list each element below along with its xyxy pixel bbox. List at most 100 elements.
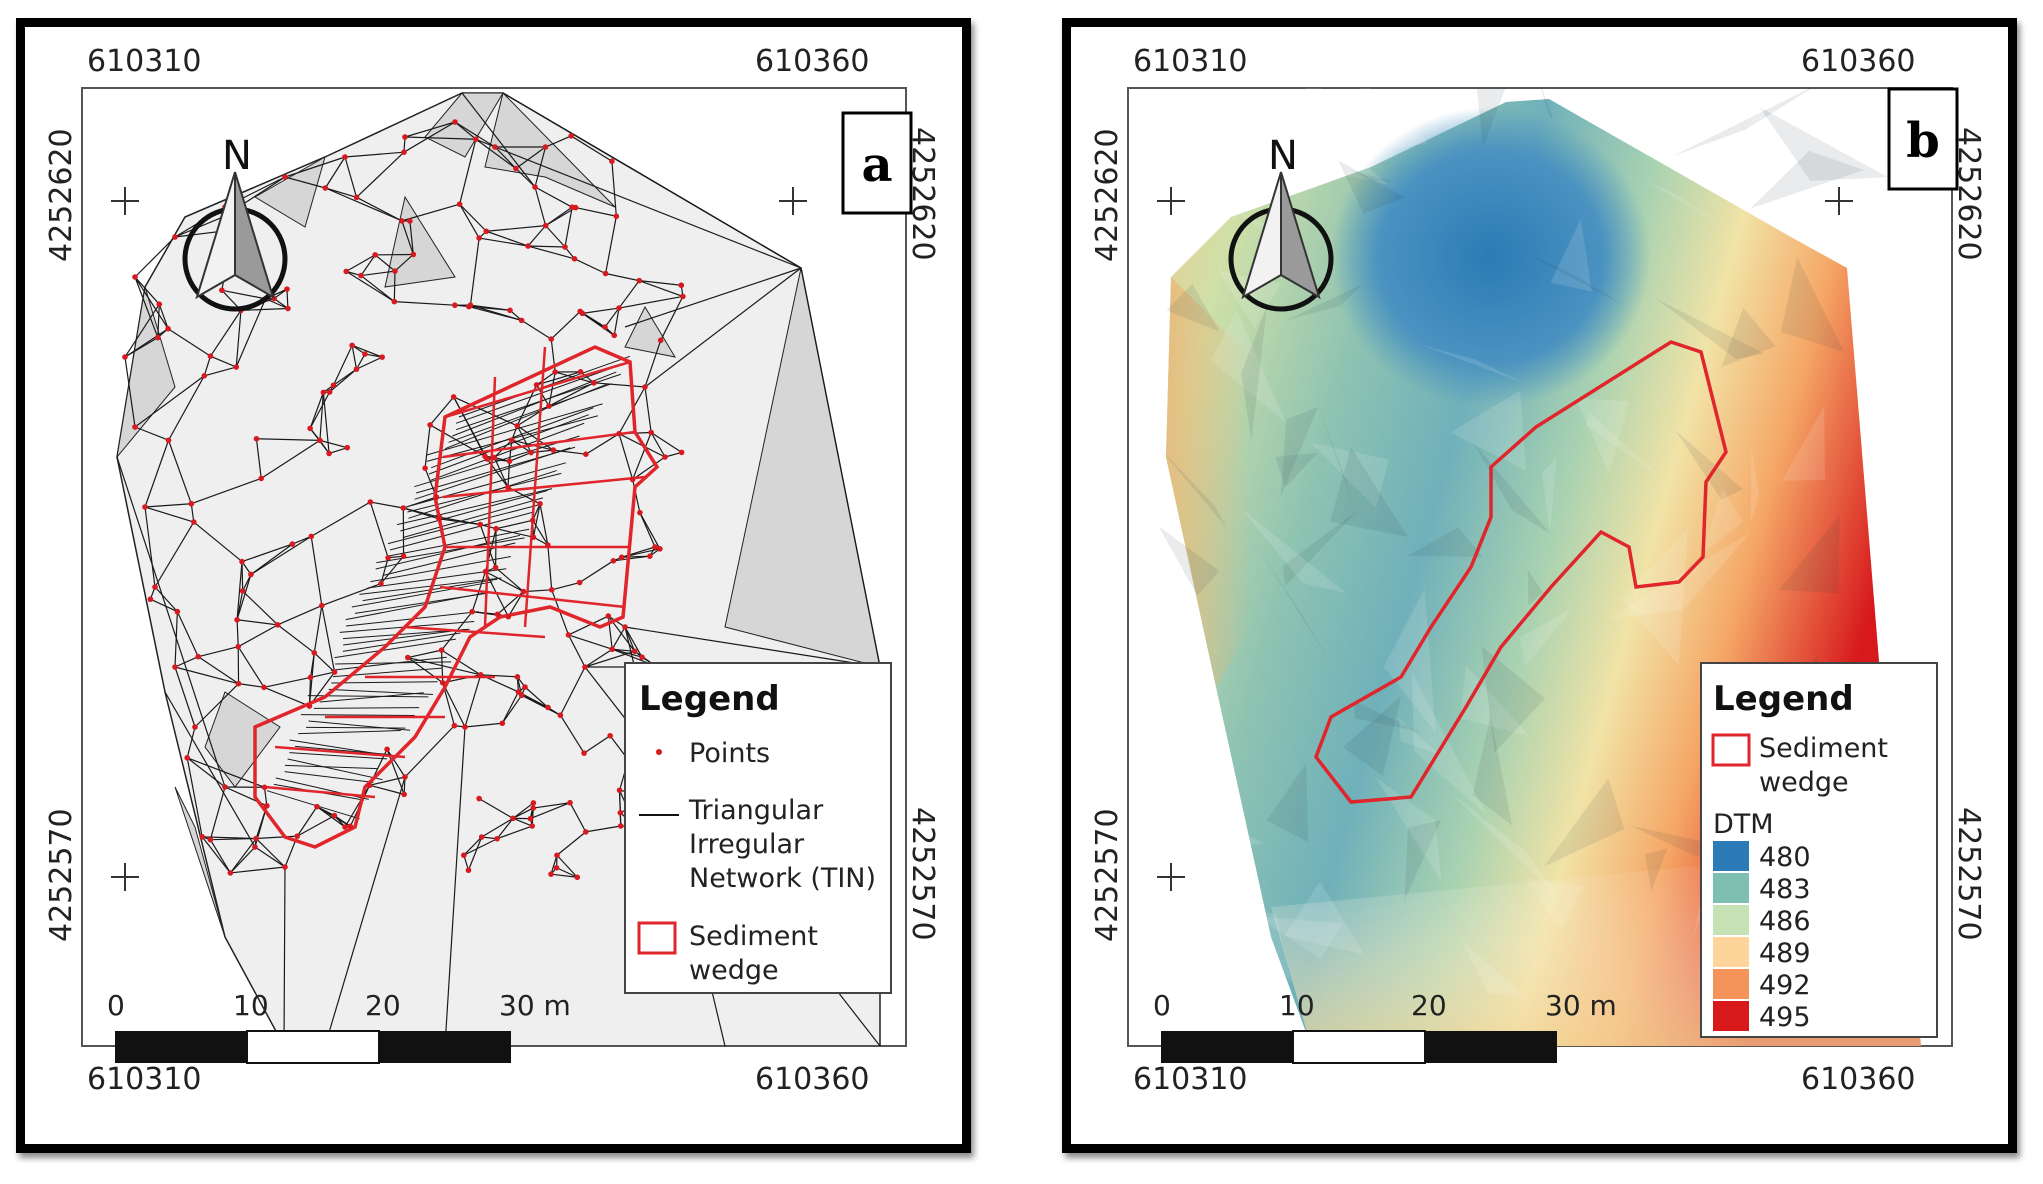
tin-edge: [374, 254, 396, 272]
dtm-facet: [1265, 88, 1322, 143]
tin-point: [609, 158, 615, 165]
legend-dtm-swatch: [1713, 873, 1749, 903]
tin-edge: [356, 196, 403, 222]
legend-dtm-value: 486: [1759, 906, 1811, 937]
tin-point: [680, 293, 686, 300]
dtm-facet: [1447, 790, 1560, 899]
tin-point: [657, 337, 664, 344]
scale-label-10: 10: [233, 989, 269, 1022]
tin-hatch-line: [403, 497, 544, 538]
tin-edge: [507, 461, 511, 488]
tin-edge: [401, 203, 460, 222]
tin-point: [602, 324, 608, 330]
tin-edge: [604, 307, 620, 328]
tin-point: [261, 684, 267, 691]
tin-edge: [639, 280, 682, 286]
tin-edge: [393, 271, 396, 302]
tin-edge: [370, 501, 404, 509]
tin-point: [456, 201, 463, 207]
tin-edge: [369, 776, 406, 786]
tin-point: [581, 750, 587, 756]
tin-edge: [442, 682, 466, 728]
dtm-facet: [1351, 170, 1394, 183]
tin-edge: [255, 438, 262, 479]
tin-edge: [186, 757, 226, 788]
tin-point: [505, 484, 511, 491]
tin-point: [545, 542, 551, 548]
legend-tin-line3: Network (TIN): [689, 863, 876, 894]
tin-edge: [236, 574, 252, 620]
legend-a: Legend Points Triangular Irregular Netwo…: [624, 662, 892, 994]
tin-point: [546, 403, 552, 409]
tin-hatch-line: [400, 489, 548, 532]
tin-point: [537, 501, 543, 507]
tin-hull-edge: [624, 626, 881, 668]
tin-edge: [403, 507, 440, 518]
tin-hatch-line: [287, 758, 383, 781]
tin-edge: [495, 528, 534, 538]
tin-point: [529, 517, 536, 524]
tin-edge: [134, 276, 169, 330]
tin-point: [439, 679, 446, 686]
tin-point: [347, 823, 354, 830]
tin-hatch-line: [289, 752, 388, 760]
tin-edge: [209, 310, 242, 357]
tin-hatch-line: [426, 403, 603, 456]
tin-hatch-line: [408, 470, 557, 519]
tin-edge: [639, 280, 684, 297]
tin-edge: [575, 206, 617, 217]
tin-edge: [605, 272, 640, 282]
tin-edge: [236, 619, 278, 626]
tin-edge: [263, 686, 310, 707]
tin-edge: [424, 424, 431, 469]
tin-hull-edge: [644, 267, 802, 388]
tin-edge: [344, 784, 371, 828]
legend-dtm-swatch: [1713, 841, 1749, 871]
tin-edge: [495, 567, 524, 593]
dtm-facet: [1481, 645, 1546, 753]
tin-point: [422, 465, 428, 471]
tin-edge: [313, 605, 323, 653]
tin-edge: [394, 301, 455, 306]
legend-sediment-symbol: [1711, 733, 1751, 767]
tin-point: [227, 870, 234, 876]
dtm-facet: [1629, 825, 1715, 857]
sediment-wedge-outline: [253, 345, 660, 849]
tin-point: [507, 307, 513, 314]
tin-point: [248, 571, 254, 578]
tin-point: [195, 653, 202, 660]
tin-edge: [144, 506, 194, 523]
tin-edge: [644, 340, 662, 388]
tin-edge: [386, 748, 406, 778]
tin-point: [528, 449, 534, 456]
dtm-facet: [1314, 137, 1342, 180]
tin-edge: [284, 156, 346, 178]
tin-edge: [309, 391, 331, 429]
tin-edge: [197, 656, 239, 685]
tin-edge: [531, 449, 554, 454]
tin-point: [142, 504, 148, 510]
tin-point: [639, 654, 645, 660]
tin-point: [311, 650, 318, 656]
tin-point: [401, 791, 407, 798]
dtm-facet: [1544, 778, 1625, 867]
tin-edge: [256, 438, 320, 441]
tin-edge: [664, 451, 682, 458]
tin-point: [482, 568, 489, 575]
tin-point: [602, 270, 609, 277]
tin-point: [235, 680, 242, 687]
tin-point: [605, 613, 612, 619]
tin-point: [483, 228, 490, 235]
tin-point: [188, 500, 195, 507]
tin-edge: [124, 328, 169, 358]
tin-point: [233, 364, 240, 370]
tin-edge: [167, 328, 211, 357]
tin-edge: [240, 307, 288, 311]
legend-tin-line1: Triangular: [688, 795, 824, 826]
tin-point: [282, 864, 288, 870]
tin-edge: [556, 867, 578, 878]
tin-edge: [134, 276, 160, 305]
tin-edge: [250, 535, 312, 575]
tin-point: [156, 301, 163, 308]
tin-point: [147, 596, 154, 603]
